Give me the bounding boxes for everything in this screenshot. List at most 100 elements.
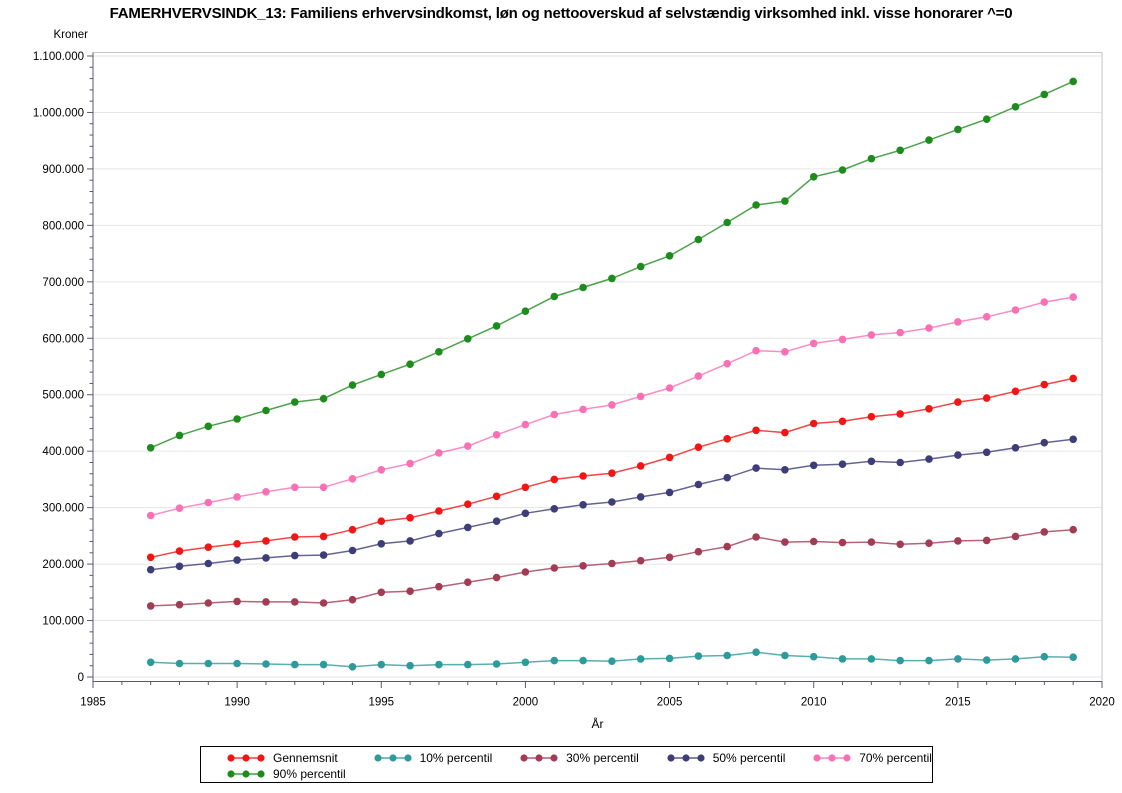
data-point-10-percentil — [608, 657, 616, 665]
data-point-10-percentil — [262, 660, 270, 668]
data-point-30-percentil — [752, 533, 760, 541]
data-point-10-percentil — [291, 660, 299, 669]
data-point-50-percentil — [723, 473, 731, 482]
data-point-gennemsnit — [752, 426, 760, 435]
data-point-70-percentil — [464, 442, 472, 450]
data-point-30-percentil — [1011, 532, 1020, 541]
y-tick-label: 300.000 — [42, 503, 84, 515]
data-point-50-percentil — [838, 460, 847, 469]
data-point-30-percentil — [435, 582, 443, 591]
data-point-10-percentil — [954, 655, 962, 663]
data-point-50-percentil — [262, 554, 270, 562]
data-point-50-percentil — [492, 517, 501, 525]
data-point-50-percentil — [291, 551, 299, 560]
data-point-30-percentil — [521, 568, 530, 576]
legend-label: 10% percentil — [419, 751, 493, 765]
x-tick-label: 2005 — [657, 697, 683, 709]
data-point-gennemsnit — [348, 525, 357, 534]
data-point-90-percentil — [146, 444, 155, 452]
data-point-50-percentil — [175, 562, 184, 571]
x-tick-label: 2020 — [1089, 697, 1115, 709]
data-point-30-percentil — [608, 559, 616, 568]
data-point-gennemsnit — [464, 500, 472, 509]
legend-marker-icon — [227, 754, 265, 762]
data-point-50-percentil — [521, 509, 530, 518]
data-point-gennemsnit — [1011, 387, 1020, 396]
data-point-70-percentil — [348, 475, 357, 483]
data-point-gennemsnit — [608, 469, 616, 478]
data-point-30-percentil — [867, 538, 876, 546]
data-point-30-percentil — [146, 602, 155, 610]
y-tick-label: 800.000 — [42, 220, 84, 232]
legend-label: Gennemsnit — [273, 751, 338, 765]
data-point-70-percentil — [1040, 298, 1049, 306]
data-point-90-percentil — [665, 252, 674, 260]
legend: Gennemsnit 10% percentil 30% percentil 50% … — [200, 746, 933, 783]
data-point-30-percentil — [694, 547, 703, 556]
x-tick-label: 1990 — [224, 697, 250, 709]
y-tick-label: 200.000 — [42, 559, 84, 571]
data-point-90-percentil — [579, 283, 587, 292]
data-point-10-percentil — [1011, 655, 1020, 663]
data-point-gennemsnit — [867, 412, 876, 421]
x-tick-label: 1985 — [80, 697, 106, 709]
data-point-90-percentil — [608, 274, 616, 283]
data-point-70-percentil — [723, 359, 731, 368]
data-point-90-percentil — [406, 360, 414, 369]
data-point-10-percentil — [492, 660, 501, 668]
data-point-70-percentil — [1011, 306, 1020, 314]
data-point-50-percentil — [954, 451, 962, 459]
data-point-30-percentil — [838, 538, 847, 547]
data-point-70-percentil — [636, 392, 645, 401]
data-point-50-percentil — [781, 466, 789, 474]
x-axis-title: År — [591, 717, 604, 731]
legend-label: 30% percentil — [566, 751, 639, 765]
data-point-70-percentil — [752, 346, 760, 355]
data-point-70-percentil — [550, 410, 559, 419]
data-point-70-percentil — [262, 488, 270, 496]
data-point-30-percentil — [550, 564, 559, 572]
data-point-70-percentil — [982, 313, 991, 321]
legend-row-2: 90% percentil — [225, 766, 932, 782]
data-point-gennemsnit — [665, 453, 674, 462]
data-point-50-percentil — [752, 464, 760, 472]
data-point-30-percentil — [982, 536, 991, 545]
legend-entry-30-percentil: 30% percentil — [518, 751, 665, 765]
data-point-90-percentil — [781, 197, 789, 205]
data-point-30-percentil — [464, 578, 472, 586]
data-point-gennemsnit — [550, 475, 559, 484]
data-point-50-percentil — [464, 523, 472, 532]
data-point-70-percentil — [781, 348, 789, 356]
data-point-30-percentil — [809, 537, 818, 546]
data-point-50-percentil — [435, 529, 443, 538]
data-point-10-percentil — [781, 651, 789, 660]
legend-marker-icon — [667, 754, 705, 762]
data-point-30-percentil — [291, 598, 299, 606]
data-point-70-percentil — [838, 335, 847, 344]
data-point-50-percentil — [204, 559, 213, 568]
data-point-gennemsnit — [435, 507, 443, 515]
data-point-10-percentil — [982, 656, 991, 664]
data-point-50-percentil — [608, 498, 616, 506]
data-point-gennemsnit — [233, 540, 241, 548]
data-point-90-percentil — [752, 201, 760, 209]
data-point-10-percentil — [579, 656, 587, 665]
data-point-90-percentil — [867, 154, 876, 163]
data-point-70-percentil — [435, 449, 443, 457]
y-tick-label: 0 — [78, 672, 84, 684]
data-point-gennemsnit — [781, 428, 789, 437]
data-point-70-percentil — [175, 504, 184, 512]
data-point-70-percentil — [925, 324, 933, 332]
data-point-50-percentil — [636, 493, 645, 501]
y-tick-label: 100.000 — [42, 616, 84, 628]
data-point-50-percentil — [896, 458, 904, 467]
data-point-90-percentil — [319, 394, 328, 403]
data-point-90-percentil — [723, 218, 731, 227]
data-point-10-percentil — [896, 656, 904, 665]
data-point-gennemsnit — [1040, 380, 1049, 389]
data-point-50-percentil — [233, 556, 241, 564]
series-line-90-percentil — [150, 80, 1074, 449]
data-point-70-percentil — [579, 405, 587, 414]
data-point-30-percentil — [781, 538, 789, 546]
y-tick-label: 900.000 — [42, 164, 84, 176]
